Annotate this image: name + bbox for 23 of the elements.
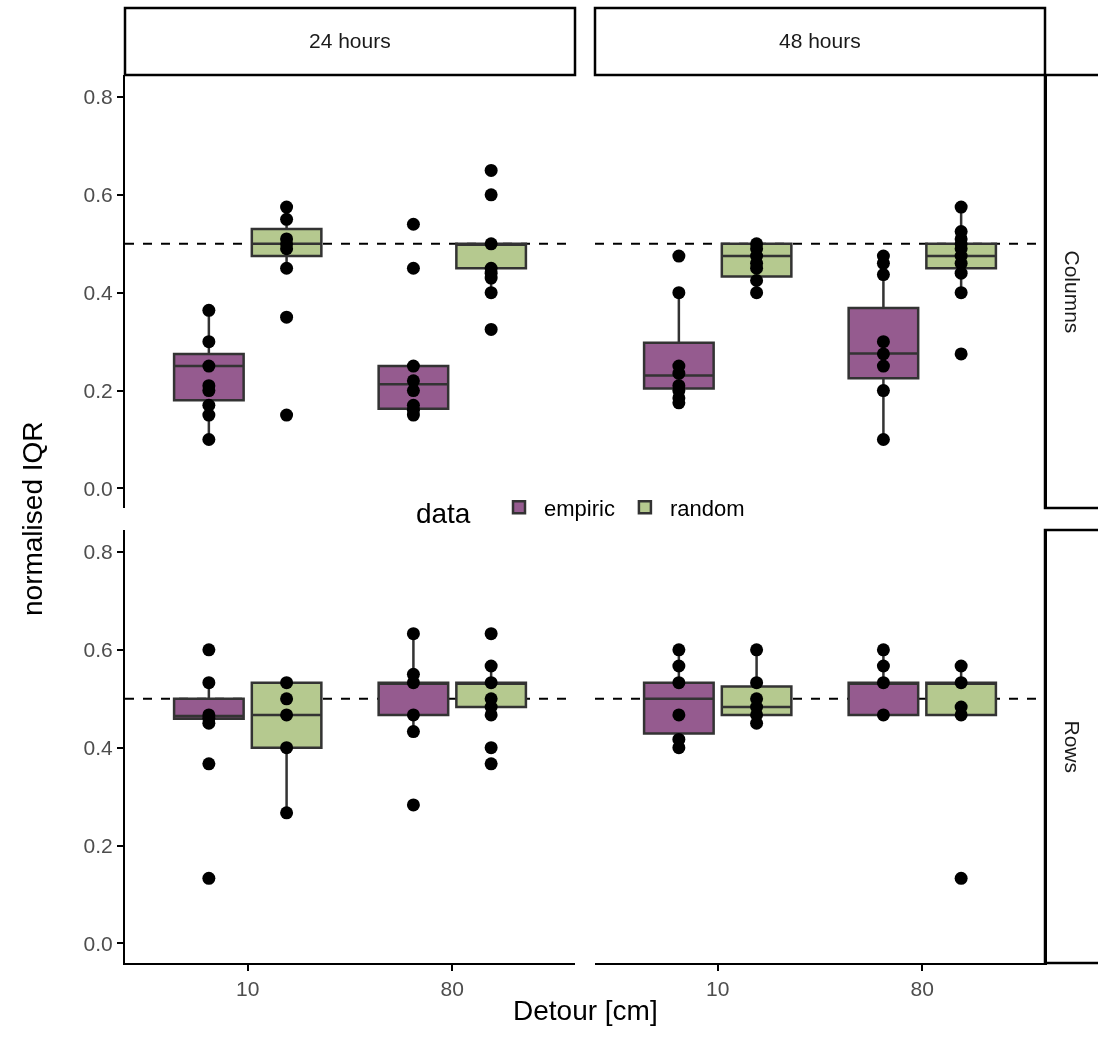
y-tick-label: 0.6 <box>83 183 113 207</box>
x-axis-title: Detour [cm] <box>513 995 658 1026</box>
text: Rows <box>1060 720 1084 774</box>
chart-title: 48 hours <box>779 29 861 52</box>
y-axis-title: normalised IQR <box>17 421 48 616</box>
legend-title: data <box>415 497 486 529</box>
x-tick-label: 80 <box>910 977 934 1001</box>
legend-label: empiric <box>544 495 615 521</box>
x-tick-label: 10 <box>706 977 730 1001</box>
y-tick-label: 0.6 <box>83 638 113 662</box>
y-tick-label: 0.8 <box>83 85 113 109</box>
text: Columns <box>1060 250 1084 334</box>
x-tick-label: 10 <box>236 977 260 1001</box>
y-tick-label: 0.2 <box>83 378 113 402</box>
chart-title: 24 hours <box>309 29 391 52</box>
legend-label: random <box>669 495 745 521</box>
y-tick-label: 0.0 <box>83 476 113 500</box>
y-tick-label: 0.2 <box>83 833 113 857</box>
y-tick-label: 0.0 <box>83 931 113 955</box>
y-tick-label: 0.4 <box>83 736 114 760</box>
y-tick-label: 0.8 <box>83 540 113 564</box>
y-tick-label: 0.4 <box>83 281 114 305</box>
x-tick-label: 80 <box>440 977 464 1001</box>
